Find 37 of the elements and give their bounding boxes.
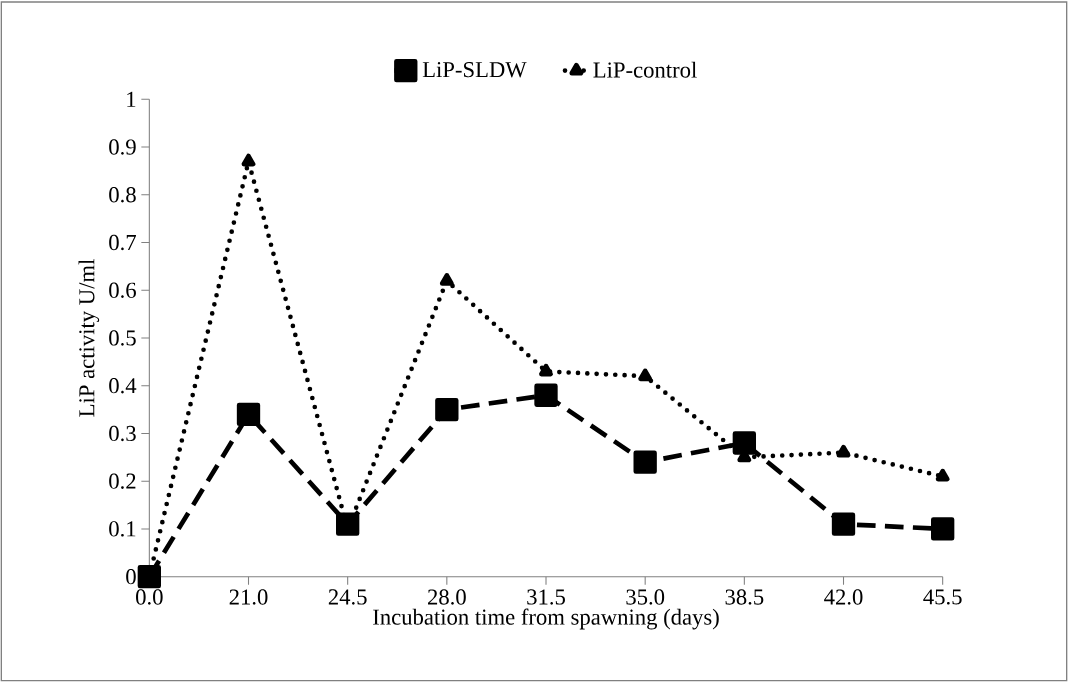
y-axis-title: LiP activity U/ml [78, 259, 100, 417]
legend-label: LiP-control [593, 61, 697, 78]
point [633, 450, 657, 474]
x-tick-label: 42.0 [824, 589, 863, 605]
point [534, 383, 558, 407]
y-tick-label: 0.5 [109, 330, 136, 346]
y-tick-label: 0.8 [109, 187, 136, 203]
point [732, 431, 757, 455]
x-tick-label: 45.5 [923, 589, 962, 605]
point [931, 517, 955, 541]
point [241, 153, 256, 167]
y-tick-label: 0.2 [109, 473, 136, 489]
point [638, 368, 653, 382]
x-tick-label: 38.5 [725, 589, 764, 605]
point [935, 468, 950, 482]
point [439, 273, 454, 286]
point [539, 363, 553, 377]
legend-label: LiP-SLDW [422, 62, 527, 78]
point [836, 444, 851, 458]
point [831, 512, 856, 536]
y-tick-label: 0.1 [109, 521, 136, 537]
x-axis-title: Incubation time from spawning (days) [373, 608, 719, 630]
point [435, 397, 459, 422]
y-tick-label: 0.6 [109, 282, 136, 298]
y-tick-label: 0.4 [109, 378, 137, 394]
y-tick-label: 0.3 [109, 425, 136, 442]
x-tick-label: 21.0 [229, 589, 268, 605]
y-tick-label: 0 [126, 569, 136, 585]
y-tick-label: 0.9 [109, 139, 136, 155]
x-tick-label: 0.0 [136, 589, 163, 605]
x-tick-label: 31.5 [527, 589, 565, 605]
y-tick-label: 0.7 [109, 234, 136, 251]
point [236, 402, 261, 427]
x-tick-label: 24.5 [328, 589, 367, 605]
x-tick-label: 35.0 [626, 589, 665, 605]
y-tick-label: 1 [127, 91, 136, 107]
x-tick-label: 28.0 [428, 589, 466, 605]
